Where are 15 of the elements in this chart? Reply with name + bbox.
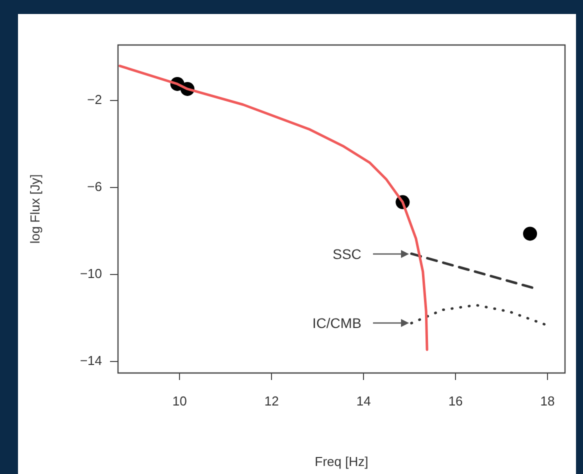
x-tick-label: 14 <box>356 393 371 408</box>
point <box>523 226 538 241</box>
annotation: IC/CMB <box>312 315 362 332</box>
y-tick-label: −6 <box>87 178 102 194</box>
annotation: SSC <box>332 246 362 262</box>
x-tick-label: 10 <box>172 393 187 408</box>
x-axis-title: Freq [Hz] <box>314 454 368 469</box>
x-tick-label: 18 <box>540 393 555 408</box>
x-tick-label: 12 <box>264 393 279 408</box>
x-tick-label: 16 <box>448 393 463 408</box>
line-series <box>410 304 546 326</box>
y-tick-label: −2 <box>87 92 102 107</box>
y-tick-label: −14 <box>80 353 102 368</box>
y-tick-label: −10 <box>80 266 102 281</box>
y-axis-title: log Flux [Jy] <box>27 174 42 244</box>
